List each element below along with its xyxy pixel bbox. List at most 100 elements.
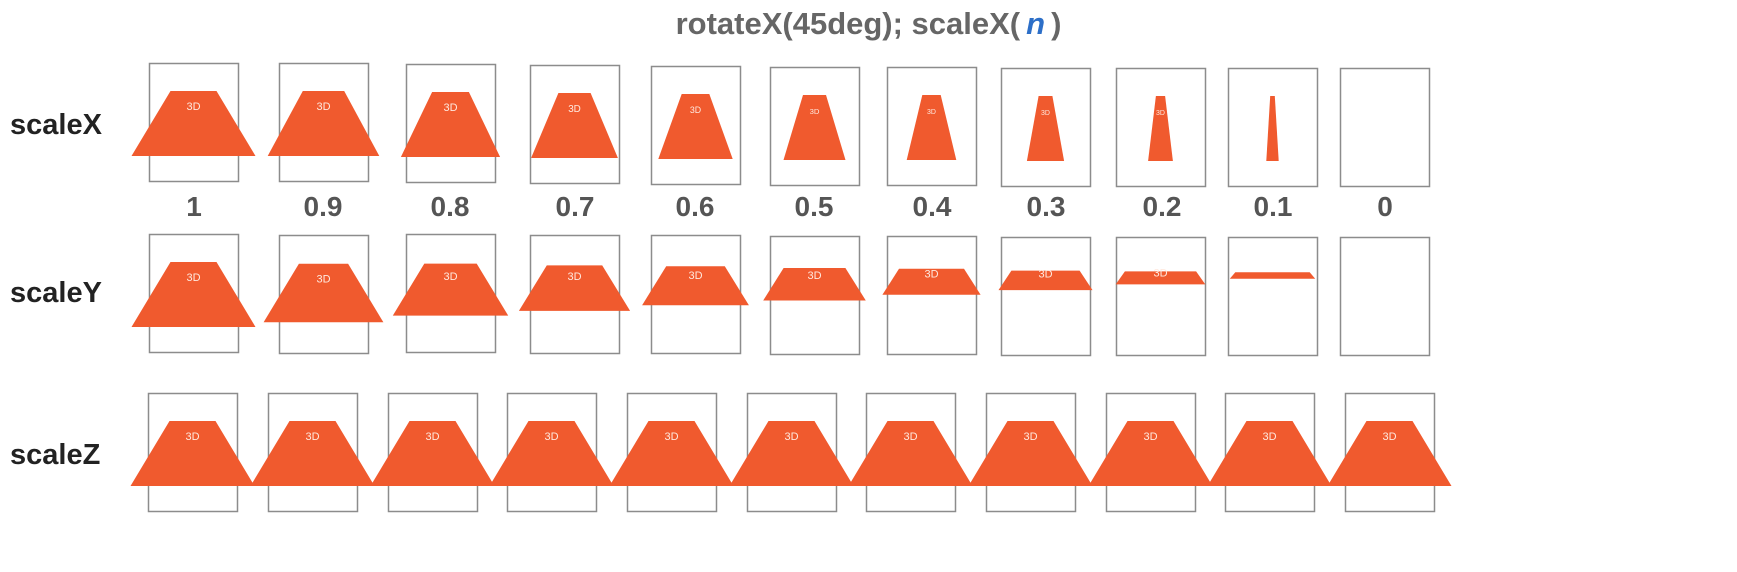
viewport-box [405, 63, 497, 184]
viewport-box [1227, 67, 1319, 188]
viewport-box [1339, 236, 1431, 357]
trapezoid-face [906, 95, 957, 160]
viewport-box [886, 66, 978, 187]
title-prefix: rotateX(45deg); scaleX( [675, 6, 1021, 41]
trapezoid-face [370, 421, 495, 486]
viewport-box [1000, 236, 1092, 357]
value-label: 1 [186, 191, 202, 222]
trapezoid-face [250, 421, 375, 486]
viewport-box [267, 392, 359, 513]
trapezoid-face [130, 421, 255, 486]
trapezoid-face [609, 421, 734, 486]
value-label: 0.5 [794, 191, 834, 222]
viewport-box [1105, 392, 1197, 513]
value-label: 0.8 [430, 191, 470, 222]
trapezoid-face [848, 421, 973, 486]
viewport-box [1339, 67, 1431, 188]
page-title: rotateX(45deg); scaleX(n) [0, 4, 1737, 44]
trapezoid-face [1266, 96, 1279, 161]
face-label: 3D [1038, 268, 1052, 280]
face-label: 3D [186, 101, 200, 113]
face-label: 3D [1041, 110, 1050, 117]
viewport-box [886, 235, 978, 356]
trapezoid-face [263, 263, 384, 323]
face-label: 3D [810, 107, 820, 116]
viewport-box [865, 392, 957, 513]
trapezoid-face [1327, 421, 1452, 486]
trapezoid-face [729, 421, 854, 486]
trapezoid-face [1148, 96, 1173, 161]
trapezoid-face [642, 266, 749, 306]
value-label: 0.4 [912, 191, 952, 222]
value-label: 0.3 [1026, 191, 1066, 222]
face-label: 3D [316, 101, 330, 113]
title-variable: n [1026, 6, 1046, 41]
face-label: 3D [1143, 431, 1157, 443]
trapezoid-face [882, 268, 981, 295]
value-label: 0.9 [303, 191, 343, 222]
face-label: 3D [305, 431, 319, 443]
face-label: 3D [443, 271, 457, 283]
viewport-box [1224, 392, 1316, 513]
value-label: 0.7 [555, 191, 595, 222]
face-label: 3D [185, 431, 199, 443]
trapezoid-face [489, 421, 614, 486]
row-label-scalez: scaleZ [10, 439, 101, 471]
viewport-box [506, 392, 598, 513]
value-label: 0.2 [1142, 191, 1182, 222]
face-label: 3D [690, 105, 701, 115]
viewport-box [278, 62, 370, 183]
trapezoid-face [968, 421, 1093, 486]
trapezoid-face [131, 262, 256, 327]
face-label: 3D [1156, 110, 1165, 117]
trapezoid-face [1207, 421, 1332, 486]
trapezoid-face [998, 270, 1093, 291]
face-label: 3D [688, 270, 702, 282]
trapezoid-face [1115, 271, 1206, 285]
face-label: 3D [807, 270, 821, 282]
viewport-box [650, 65, 742, 186]
face-label: 3D [1382, 431, 1396, 443]
viewport-box [529, 64, 621, 185]
trapezoid-face [131, 91, 256, 156]
viewport-box [148, 62, 240, 183]
face-label: 3D [1262, 431, 1276, 443]
trapezoid-face [518, 265, 631, 311]
viewport-box [1115, 67, 1207, 188]
viewport-box [769, 66, 861, 187]
viewport-box [1000, 67, 1092, 188]
viewport-box [278, 234, 370, 355]
viewport-box [985, 392, 1077, 513]
trapezoid-face [783, 95, 846, 160]
trapezoid-face [1026, 96, 1065, 161]
trapezoid-face [1088, 421, 1213, 486]
trapezoid-face [267, 91, 380, 156]
row-label-scaley: scaleY [10, 277, 102, 309]
trapezoid-face [392, 263, 509, 316]
face-label: 3D [443, 102, 457, 114]
trapezoid-face [531, 93, 618, 158]
trapezoid-face [658, 94, 733, 159]
viewport-box [746, 392, 838, 513]
face-label: 3D [927, 109, 936, 116]
face-label: 3D [544, 431, 558, 443]
trapezoid-face [400, 92, 501, 157]
viewport-box [626, 392, 718, 513]
viewport-box [147, 392, 239, 513]
face-label: 3D [924, 269, 938, 281]
viewport-box [1344, 392, 1436, 513]
viewport-box [387, 392, 479, 513]
face-label: 3D [1023, 431, 1037, 443]
title-suffix: ) [1051, 6, 1062, 41]
row-label-scalex: scaleX [10, 109, 102, 141]
trapezoid-face [1229, 272, 1316, 279]
face-label: 3D [567, 271, 581, 283]
face-label: 3D [1153, 267, 1167, 279]
face-label: 3D [568, 104, 581, 115]
face-label: 3D [784, 431, 798, 443]
face-label: 3D [425, 431, 439, 443]
viewport-box [1227, 236, 1319, 357]
value-label: 0.1 [1253, 191, 1293, 222]
viewport-box [148, 233, 240, 354]
